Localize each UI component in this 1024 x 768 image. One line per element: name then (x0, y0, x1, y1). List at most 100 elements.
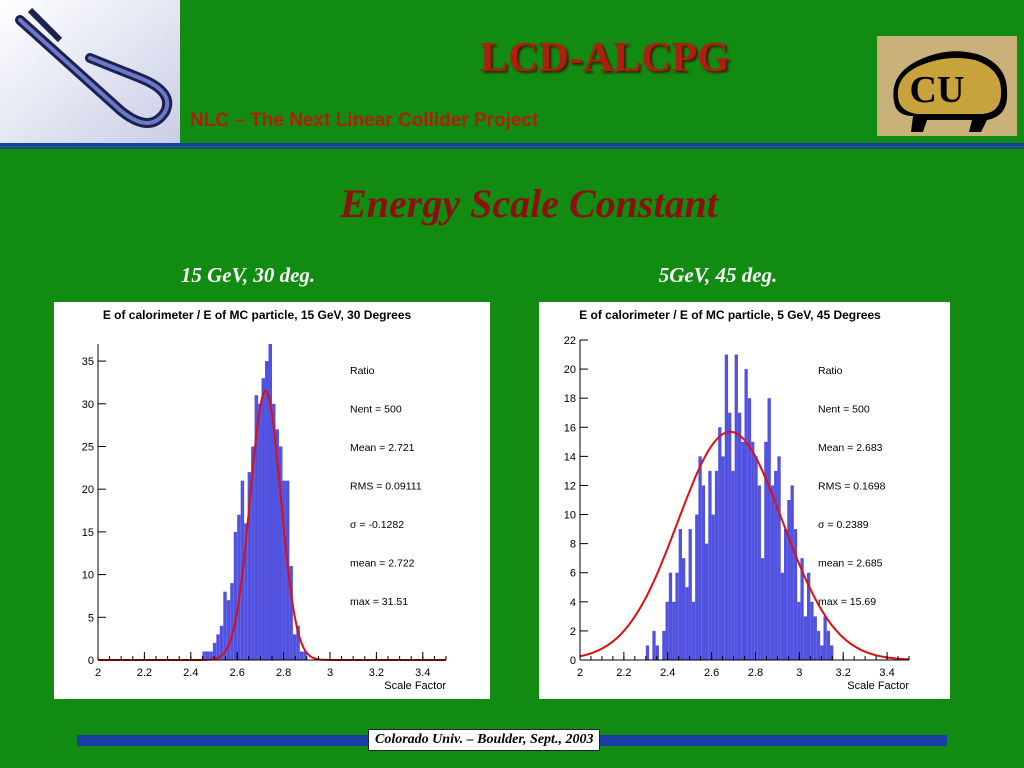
histogram-bar (708, 470, 712, 660)
y-tick-label: 0 (570, 655, 576, 667)
histogram-bar (230, 583, 234, 660)
stats-entry: mean = 2.722 (350, 558, 415, 570)
histogram-bar (226, 600, 231, 660)
histogram-bar (675, 572, 679, 660)
stats-entry: σ = 0.2389 (818, 519, 869, 531)
x-tick-label: 3.4 (879, 667, 894, 679)
histogram-bar (711, 514, 715, 660)
x-tick-label: 2.4 (660, 667, 675, 679)
gaussian-fit-line (579, 430, 909, 661)
y-tick-label: 16 (564, 422, 576, 434)
histogram-bar (289, 566, 293, 660)
x-tick-label: 3.4 (415, 667, 430, 679)
histogram-panel-15gev: E of calorimeter / E of MC particle, 15 … (54, 302, 490, 699)
x-tick-label: 2 (577, 667, 583, 679)
y-tick-label: 35 (82, 356, 94, 368)
histogram-bar (754, 456, 758, 660)
x-tick-label: 2.8 (748, 667, 763, 679)
histogram-bar (724, 354, 729, 660)
histogram-bar (807, 572, 811, 660)
stats-entry: max = 31.51 (350, 596, 408, 608)
x-tick-label: 2.4 (183, 667, 198, 679)
stats-entry: Ratio (818, 365, 843, 377)
histogram-bar (292, 634, 297, 660)
histogram-bar (268, 344, 272, 660)
y-tick-label: 10 (564, 510, 576, 522)
x-tick-label: 2.8 (276, 667, 291, 679)
nlc-logo (0, 0, 180, 145)
header-subtitle: NLC – The Next Linear Collider Project (190, 110, 539, 131)
stats-entry: σ = -0.1282 (350, 519, 404, 531)
histogram-bar (751, 441, 755, 660)
stats-entry: RMS = 0.1698 (818, 481, 886, 493)
histogram-bar (718, 427, 722, 660)
histogram-bar (793, 529, 798, 660)
histogram-bar (272, 403, 276, 660)
y-tick-label: 0 (88, 655, 94, 667)
stats-entry: Nent = 500 (818, 404, 870, 416)
histogram-bar (830, 645, 834, 660)
histogram-bar (826, 630, 831, 660)
footer-text: Colorado Univ. – Boulder, Sept., 2003 (368, 729, 601, 751)
histogram-bar (770, 485, 775, 660)
histogram-bar (296, 625, 300, 660)
histogram-5gev: E of calorimeter / E of MC particle, 5 G… (564, 308, 910, 692)
histogram-bar (652, 630, 656, 660)
svg-text:CU: CU (910, 69, 965, 111)
histogram-bar (790, 485, 794, 660)
histogram-bar (757, 485, 761, 660)
histogram-bar (672, 601, 676, 660)
histogram-bar (209, 651, 213, 660)
histogram-bar (820, 645, 824, 660)
stats-entry: Ratio (350, 365, 375, 377)
histogram-bar (254, 395, 259, 660)
y-tick-label: 20 (564, 364, 576, 376)
histogram-bar (777, 456, 781, 660)
histogram-bar (734, 354, 738, 660)
histogram-bar (258, 403, 262, 660)
stats-entry: mean = 2.685 (818, 558, 883, 570)
histogram-bar (668, 572, 673, 660)
y-tick-label: 18 (564, 393, 576, 405)
histogram-bar (645, 645, 650, 660)
y-tick-label: 2 (570, 626, 576, 638)
histogram-bar (803, 616, 808, 660)
histogram-bar (780, 572, 784, 660)
y-tick-label: 5 (88, 612, 94, 624)
histogram-bar (202, 651, 206, 660)
histogram-bar (244, 523, 248, 660)
histogram-bar (764, 441, 768, 660)
histogram-bar (265, 361, 269, 660)
cu-buffalo-logo: CU (877, 36, 1017, 136)
histogram-bar (219, 625, 224, 660)
histogram-bar (681, 558, 686, 660)
header-title: LCD-ALCPG (480, 35, 730, 81)
stats-entry: Mean = 2.683 (818, 442, 883, 454)
histogram-bar (737, 412, 742, 660)
histogram-bar (212, 642, 217, 660)
histogram-bar (247, 472, 252, 660)
x-axis-label: Scale Factor (384, 680, 446, 692)
histogram-bar (705, 543, 709, 660)
x-tick-label: 3.2 (369, 667, 384, 679)
histogram-bar (698, 456, 702, 660)
stats-entry: Nent = 500 (350, 404, 402, 416)
y-tick-label: 20 (82, 484, 94, 496)
histogram-bar (223, 591, 227, 660)
histogram-bar (299, 651, 304, 660)
histogram-bar (695, 514, 699, 660)
x-tick-label: 3 (327, 667, 333, 679)
slide-title: Energy Scale Constant (340, 181, 718, 226)
histogram-bar (275, 429, 279, 660)
histogram-bar (282, 480, 286, 660)
histogram-bar (813, 616, 817, 660)
histogram-bar (774, 470, 778, 660)
histogram-bar (678, 529, 682, 660)
stats-entry: RMS = 0.09111 (350, 481, 422, 493)
x-tick-label: 2.2 (137, 667, 152, 679)
header-rule-thin (0, 147, 1024, 149)
histogram-bar (731, 470, 735, 660)
histogram-bar (744, 369, 748, 660)
histogram-bar (665, 601, 669, 660)
y-tick-label: 25 (82, 441, 94, 453)
